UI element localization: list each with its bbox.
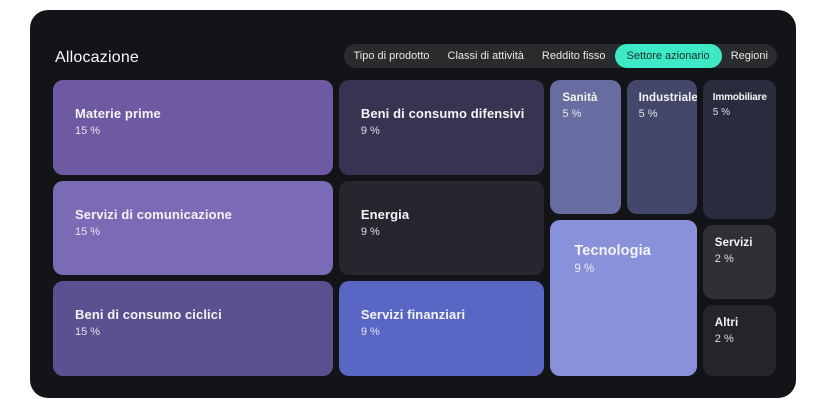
allocation-treemap: Materie prime 15 % Servizi di comunicazi… (53, 80, 776, 377)
treemap-tile-industriale: Industriale 5 % (626, 80, 697, 214)
tile-label: Tecnologia (574, 242, 651, 259)
tile-label: Materie prime (75, 106, 161, 121)
tile-label: Beni di consumo ciclici (75, 307, 222, 323)
treemap-tile-servizi: Servizi 2 % (702, 224, 776, 299)
tile-value: 9 % (574, 262, 595, 275)
tab-tipo-di-prodotto[interactable]: Tipo di prodotto (344, 44, 438, 68)
treemap-tile-beni-di-consumo-difensivi: Beni di consumo difensivi 9 % (338, 80, 545, 175)
tile-label: Immobiliare (712, 92, 767, 103)
tile-value: 5 % (562, 108, 582, 120)
treemap-tile-sanita: Sanità 5 % (550, 80, 621, 214)
treemap-row-top: Sanità 5 % Industriale 5 % (550, 80, 697, 214)
treemap-tile-tecnologia: Tecnologia 9 % (550, 219, 697, 376)
treemap-column-middle: Beni di consumo difensivi 9 % Energia 9 … (338, 80, 545, 377)
tile-value: 5 % (638, 108, 658, 120)
treemap-subcolumn-inner: Sanità 5 % Industriale 5 % Tecnologia 9 … (550, 80, 697, 376)
allocation-panel: Allocazione Tipo di prodotto Classi di a… (30, 10, 796, 398)
treemap-tile-altri: Altri 2 % (702, 304, 776, 376)
treemap-tile-beni-di-consumo-ciclici: Beni di consumo ciclici 15 % (53, 281, 333, 377)
treemap-subcolumn-edge: Immobiliare 5 % Servizi 2 % Altri 2 % (702, 80, 776, 376)
tab-regioni[interactable]: Regioni (722, 44, 777, 68)
tile-label: Beni di consumo difensivi (360, 106, 525, 121)
tile-value: 9 % (360, 125, 380, 137)
panel-title: Allocazione (55, 49, 140, 66)
tile-value: 2 % (714, 332, 734, 345)
tile-label: Energia (360, 206, 410, 222)
tile-label: Servizi finanziari (360, 307, 466, 323)
tab-classi-di-attivita[interactable]: Classi di attività (439, 44, 533, 68)
treemap-tile-servizi-di-comunicazione: Servizi di comunicazione 15 % (53, 180, 333, 276)
tile-label: Servizi di comunicazione (75, 206, 232, 222)
tile-value: 2 % (714, 252, 734, 265)
treemap-tile-immobiliare: Immobiliare 5 % (702, 80, 776, 219)
filter-tab-bar: Tipo di prodotto Classi di attività Redd… (344, 44, 777, 68)
tile-value: 15 % (75, 125, 101, 137)
tile-value: 9 % (360, 326, 380, 339)
treemap-column-left: Materie prime 15 % Servizi di comunicazi… (53, 80, 333, 377)
tile-label: Altri (714, 316, 739, 329)
tile-label: Sanità (562, 92, 598, 104)
treemap-tile-energia: Energia 9 % (338, 180, 545, 276)
tile-label: Industriale (638, 92, 697, 104)
tab-reddito-fisso[interactable]: Reddito fisso (533, 44, 615, 68)
tab-settore-azionario[interactable]: Settore azionario (614, 44, 722, 68)
tile-value: 15 % (75, 225, 101, 238)
treemap-tile-materie-prime: Materie prime 15 % (53, 80, 333, 175)
treemap-tile-servizi-finanziari: Servizi finanziari 9 % (338, 281, 545, 377)
tile-value: 9 % (360, 225, 380, 238)
tile-value: 5 % (712, 107, 731, 118)
tile-value: 15 % (75, 326, 101, 339)
tile-label: Servizi (714, 236, 753, 249)
treemap-column-right: Sanità 5 % Industriale 5 % Tecnologia 9 … (550, 80, 776, 376)
